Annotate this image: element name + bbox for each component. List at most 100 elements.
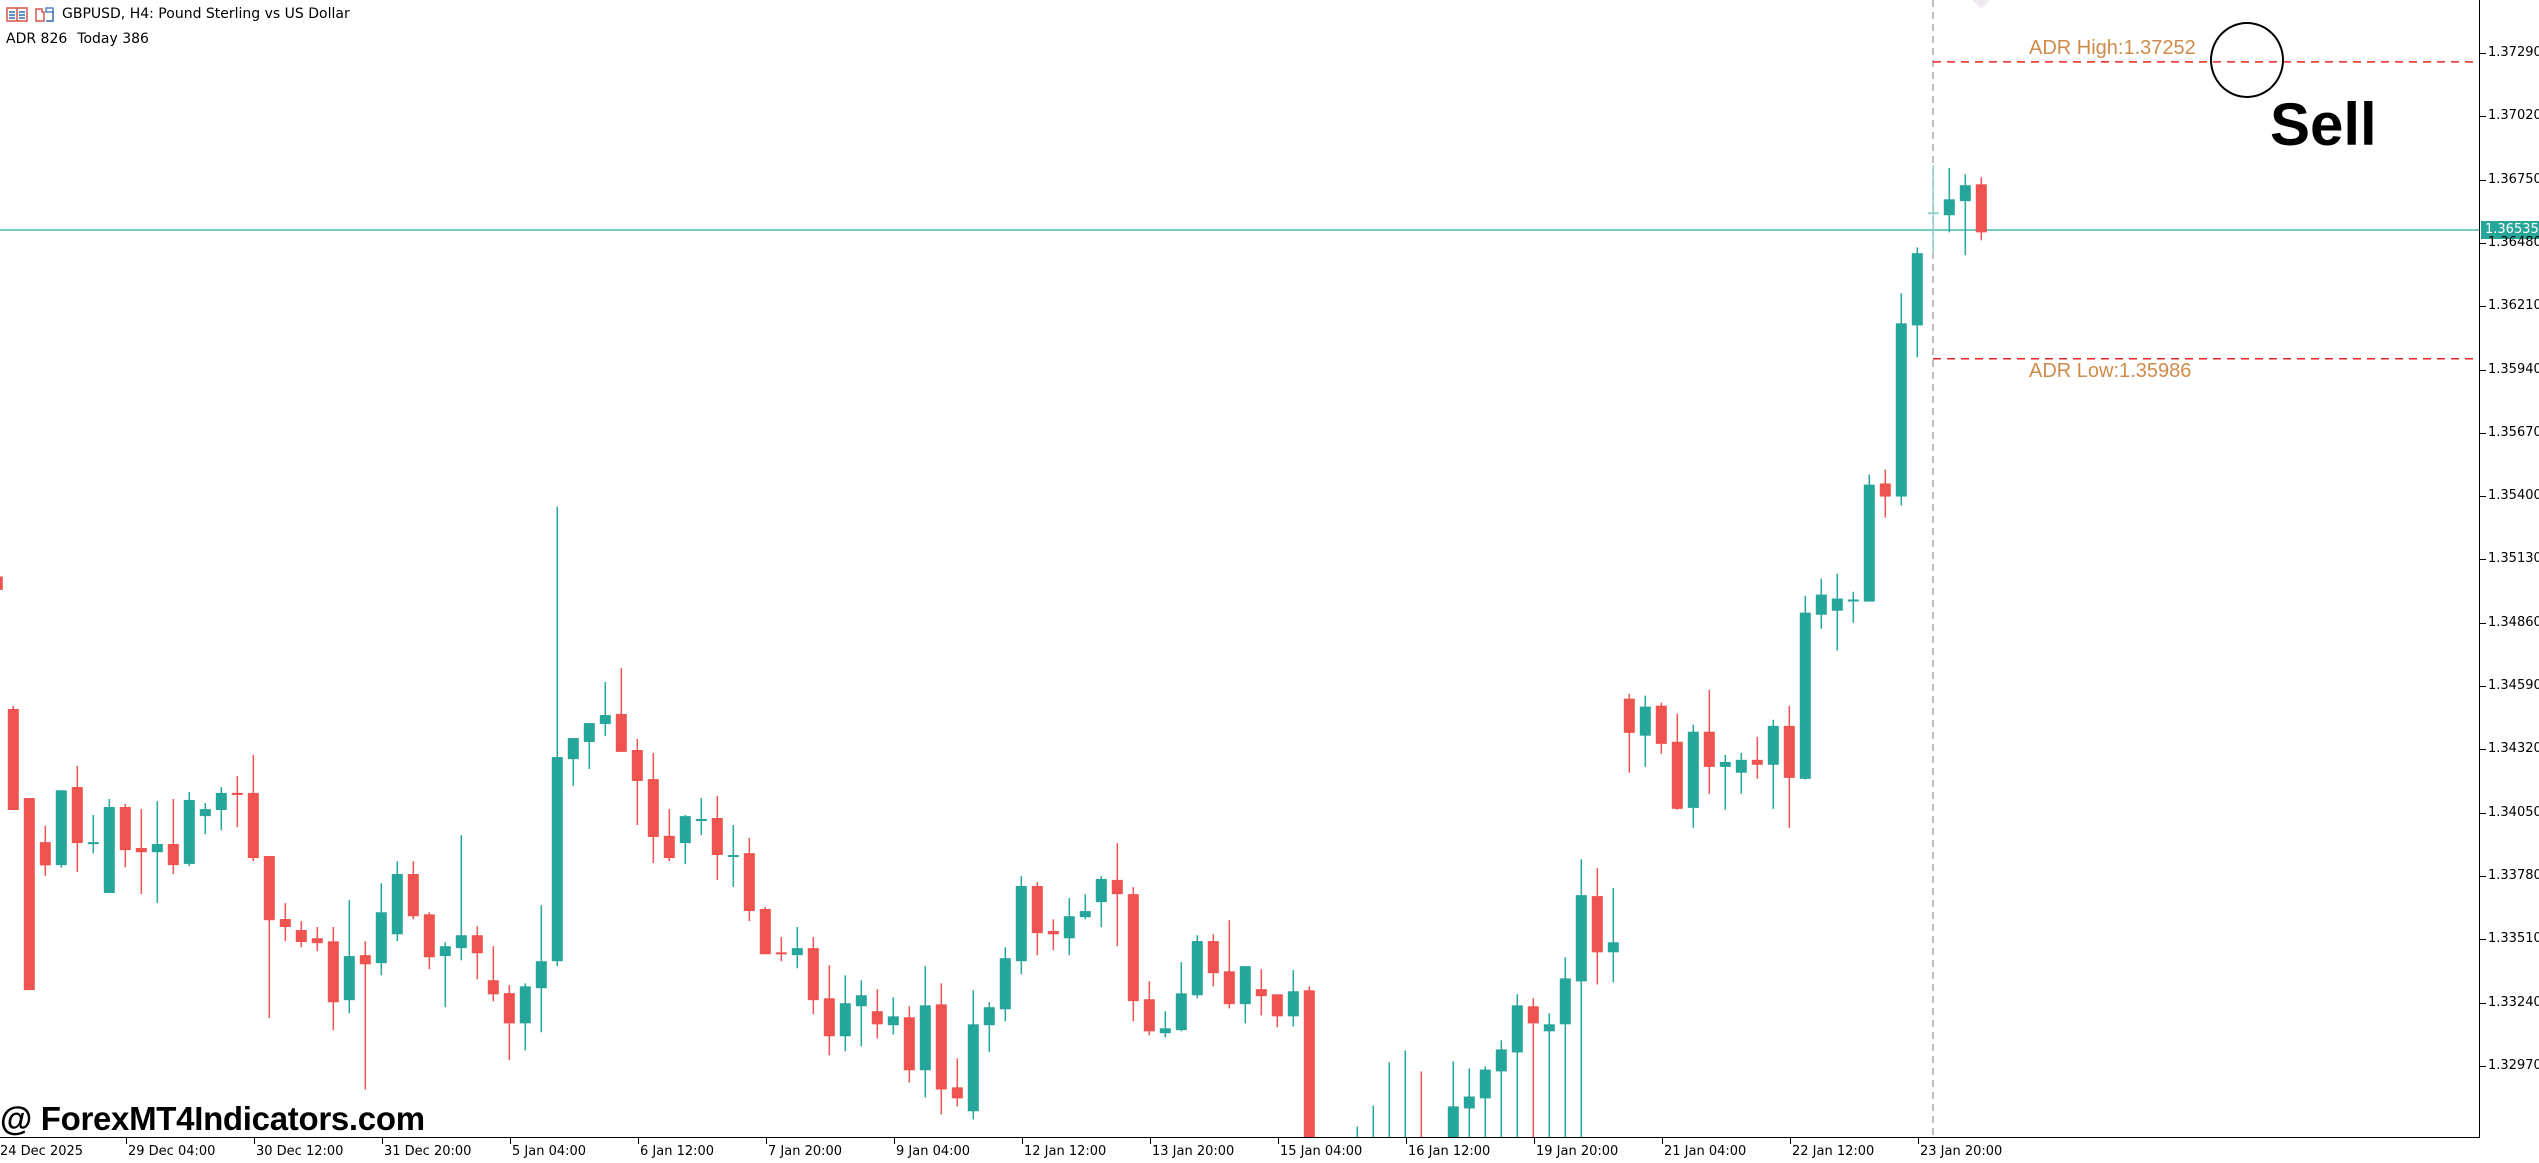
- time-tick: [1918, 1138, 1919, 1144]
- time-tick-label: 30 Dec 12:00: [256, 1144, 344, 1159]
- adr-info: ADR 826 Today 386: [6, 31, 159, 47]
- candle: [1031, 882, 1043, 956]
- price-tick: [2480, 1002, 2486, 1004]
- candle: [1159, 1011, 1171, 1038]
- candle: [727, 825, 739, 887]
- price-tick-label: 1.35670: [2488, 424, 2539, 440]
- candle: [1047, 919, 1059, 951]
- candle: [343, 900, 355, 1014]
- price-tick-label: 1.33240: [2488, 994, 2539, 1010]
- candle: [1303, 986, 1315, 1137]
- candle: [1975, 177, 1987, 241]
- candle: [1879, 469, 1891, 518]
- candle: [1863, 474, 1875, 602]
- candle: [711, 795, 723, 881]
- price-tick-label: 1.35400: [2488, 488, 2539, 504]
- time-tick: [1534, 1138, 1535, 1144]
- price-tick: [2480, 496, 2486, 498]
- candlestick-plot: [0, 0, 2479, 1137]
- candle: [1404, 1050, 1407, 1137]
- chart-area[interactable]: GBPUSD, H4: Pound Sterling vs US Dollar …: [0, 0, 2479, 1137]
- candle: [1575, 859, 1587, 1137]
- candle: [1719, 754, 1731, 810]
- candle: [391, 861, 403, 942]
- chart-window-icon[interactable]: [34, 6, 56, 22]
- candle: [1095, 876, 1107, 928]
- chart-shift-marker-icon[interactable]: [1972, 0, 1990, 9]
- candle: [279, 903, 291, 942]
- price-axis[interactable]: 1.36535 1.37290 1.37020 1.36750 1.36480 1.36…: [2479, 0, 2539, 1137]
- candle: [967, 990, 979, 1120]
- candle: [887, 997, 899, 1035]
- candle: [1639, 695, 1651, 767]
- candle: [1751, 736, 1763, 779]
- candle: [295, 921, 307, 948]
- candle: [791, 927, 803, 969]
- adr-low-label: ADR Low:1.35986: [2029, 360, 2192, 382]
- price-tick: [2480, 622, 2486, 624]
- price-tick: [2480, 116, 2486, 118]
- candle: [471, 926, 483, 980]
- symbol-title: GBPUSD, H4: Pound Sterling vs US Dollar: [62, 6, 350, 22]
- candle: [1527, 998, 1539, 1137]
- price-tick-label: 1.37290: [2488, 45, 2539, 60]
- candle: [919, 966, 931, 1098]
- chart-list-icon[interactable]: [6, 6, 28, 22]
- candle: [1895, 293, 1907, 506]
- adr-value: ADR 826: [6, 31, 68, 47]
- time-tick-label: 16 Jan 12:00: [1408, 1144, 1491, 1159]
- price-tick: [2480, 875, 2486, 877]
- candle: [1191, 935, 1203, 999]
- candle: [39, 825, 51, 876]
- candle: [1687, 724, 1699, 828]
- candle: [1783, 705, 1795, 828]
- candle: [23, 798, 35, 991]
- chart-header: GBPUSD, H4: Pound Sterling vs US Dollar: [6, 6, 350, 22]
- time-tick-label: 5 Jan 04:00: [512, 1144, 587, 1159]
- candle: [103, 799, 115, 894]
- candle: [1959, 174, 1971, 256]
- candle: [807, 937, 819, 1015]
- candle: [1143, 981, 1155, 1036]
- price-tick: [2480, 242, 2486, 244]
- candle: [1703, 689, 1715, 794]
- candle: [1559, 957, 1571, 1137]
- adr-high-label: ADR High:1.37252: [2029, 37, 2196, 59]
- candle: [1591, 868, 1603, 985]
- time-tick-label: 24 Dec 2025: [0, 1144, 84, 1159]
- price-tick: [2480, 306, 2486, 308]
- candle: [151, 801, 163, 904]
- candle: [247, 754, 259, 862]
- candle: [87, 814, 99, 854]
- candle: [1255, 969, 1267, 1016]
- price-tick: [2480, 939, 2486, 941]
- candle: [1239, 966, 1251, 1024]
- candle: [359, 941, 371, 1090]
- price-tick-label: 1.35940: [2488, 361, 2539, 377]
- candle: [663, 809, 675, 862]
- time-axis[interactable]: 24 Dec 2025 29 Dec 04:00 30 Dec 12:00 31 De…: [0, 1137, 2480, 1163]
- time-tick: [1278, 1138, 1279, 1144]
- candle: [1223, 920, 1235, 1009]
- candle: [1420, 1071, 1423, 1137]
- candle: [615, 668, 627, 752]
- candle: [135, 809, 147, 894]
- candle: [167, 799, 179, 875]
- candle: [1063, 898, 1075, 956]
- time-tick: [126, 1138, 127, 1144]
- candle: [743, 837, 755, 922]
- candle: [1463, 1068, 1475, 1137]
- time-tick: [1150, 1138, 1151, 1144]
- candle: [1447, 1061, 1459, 1137]
- time-tick: [510, 1138, 511, 1144]
- price-tick: [2480, 812, 2486, 814]
- price-tick-label: 1.34860: [2488, 614, 2539, 630]
- current-price-badge: 1.36535: [2481, 221, 2539, 239]
- candle: [263, 855, 275, 1018]
- candle: [871, 989, 883, 1039]
- candle: [71, 765, 83, 873]
- candle: [983, 1002, 995, 1053]
- price-tick: [2480, 686, 2486, 687]
- candle: [407, 861, 419, 920]
- candle: [231, 776, 243, 828]
